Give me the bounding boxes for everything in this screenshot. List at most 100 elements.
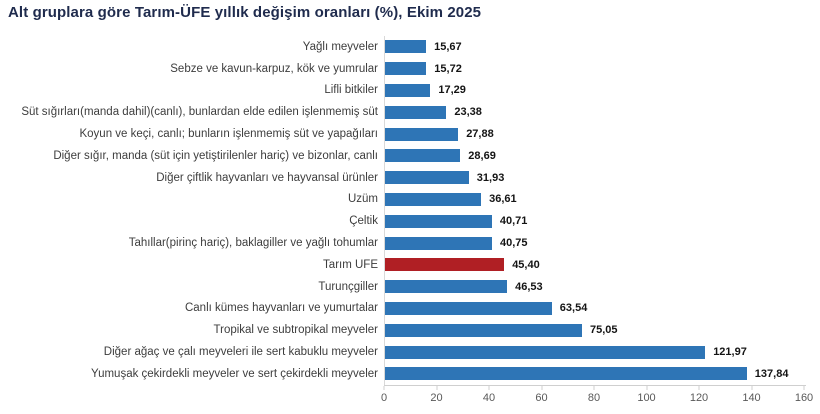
bar[interactable] bbox=[385, 345, 706, 359]
category-label: Yağlı meyveler bbox=[302, 40, 378, 53]
bar-row: Yumuşak çekirdekli meyveler ve sert çeki… bbox=[0, 362, 820, 385]
category-label: Sebze ve kavun-karpuz, kök ve yumrular bbox=[170, 62, 378, 75]
bar[interactable] bbox=[385, 105, 447, 119]
x-axis-tick-mark bbox=[488, 386, 490, 390]
plot-cell: 46,53 bbox=[384, 275, 820, 298]
x-axis-tick-mark bbox=[436, 386, 437, 390]
value-label: 36,61 bbox=[489, 193, 517, 206]
category-label: Diğer ağaç ve çalı meyveleri ile sert ka… bbox=[103, 346, 378, 359]
value-label: 40,75 bbox=[500, 237, 528, 250]
category-label: Süt sığırları(manda dahil)(canlı), bunla… bbox=[21, 106, 378, 119]
category-label: Diğer çiftlik hayvanları ve hayvansal ür… bbox=[156, 171, 378, 184]
bar-rows: Yağlı meyveler 15,67 Sebze ve kavun-karp… bbox=[0, 36, 820, 385]
x-axis-tick-label: 80 bbox=[587, 392, 601, 404]
bar-row: Koyun ve keçi, canlı; bunların işlenmemi… bbox=[0, 123, 820, 145]
bar-row: Tropikal ve subtropikal meyveler 75,05 bbox=[0, 319, 820, 342]
category-label: Tropikal ve subtropikal meyveler bbox=[213, 324, 378, 337]
x-axis-tick-mark bbox=[593, 386, 595, 390]
bar-row: Canlı kümes hayvanları ve yumurtalar 63,… bbox=[0, 297, 820, 320]
bar[interactable] bbox=[385, 171, 469, 185]
value-label: 15,67 bbox=[434, 40, 462, 53]
value-label: 27,88 bbox=[466, 128, 494, 141]
plot-cell: 31,93 bbox=[384, 166, 820, 189]
bar-row: Diğer ağaç ve çalı meyveleri ile sert ka… bbox=[0, 341, 820, 363]
category-label: Diğer sığır, manda (süt için yetiştirile… bbox=[53, 149, 378, 162]
x-axis-tick-label: 0 bbox=[380, 392, 388, 404]
value-label: 28,69 bbox=[468, 149, 496, 162]
value-label: 63,54 bbox=[559, 302, 588, 315]
plot-cell: 15,67 bbox=[384, 36, 820, 58]
x-axis-tick-mark bbox=[541, 386, 542, 390]
bar-row: Turunçgiller 46,53 bbox=[0, 275, 820, 298]
x-axis-tick-mark bbox=[698, 386, 700, 390]
plot-cell: 17,29 bbox=[384, 79, 820, 102]
category-label: Tahıllar(pirinç hariç), baklagiller ve y… bbox=[128, 237, 378, 250]
bar[interactable] bbox=[385, 236, 492, 250]
bar[interactable] bbox=[385, 192, 482, 206]
plot-cell: 75,05 bbox=[384, 319, 820, 342]
bar-row: Diğer sığır, manda (süt için yetiştirile… bbox=[0, 144, 820, 167]
x-axis-tick-mark bbox=[646, 386, 647, 390]
bar[interactable] bbox=[385, 40, 427, 54]
plot-cell: 36,61 bbox=[384, 188, 820, 211]
category-label: Üzüm bbox=[347, 193, 378, 206]
bar[interactable] bbox=[385, 214, 492, 228]
bar-row: Çeltik 40,71 bbox=[0, 210, 820, 233]
category-label: Yumuşak çekirdekli meyveler ve sert çeki… bbox=[91, 367, 378, 380]
bar[interactable] bbox=[385, 301, 552, 315]
bar[interactable] bbox=[385, 149, 461, 163]
bar-row: Diğer çiftlik hayvanları ve hayvansal ür… bbox=[0, 166, 820, 189]
value-label: 75,05 bbox=[590, 324, 618, 337]
value-label: 17,29 bbox=[438, 84, 466, 97]
x-axis-tick-label: 140 bbox=[742, 392, 761, 404]
value-label: 31,93 bbox=[476, 171, 505, 184]
bar-row: Süt sığırları(manda dahil)(canlı), bunla… bbox=[0, 101, 820, 124]
plot-cell: 23,38 bbox=[384, 101, 820, 124]
value-label: 23,38 bbox=[454, 106, 482, 119]
value-label: 137,84 bbox=[754, 367, 789, 380]
value-label: 121,97 bbox=[713, 346, 747, 359]
plot-cell: 40,71 bbox=[384, 210, 820, 233]
category-label: Lifli bitkiler bbox=[324, 84, 378, 97]
bar-row: Tahıllar(pirinç hariç), baklagiller ve y… bbox=[0, 232, 820, 254]
x-axis-tick-label: 160 bbox=[794, 392, 814, 404]
category-label: Koyun ve keçi, canlı; bunların işlenmemi… bbox=[79, 128, 378, 141]
plot-cell: 45,40 bbox=[384, 253, 820, 276]
bar-row: Tarım ÜFE 45,40 bbox=[0, 253, 820, 276]
x-axis-tick-mark bbox=[751, 386, 752, 390]
plot-cell: 27,88 bbox=[384, 123, 820, 145]
chart-title: Alt gruplara göre Tarım-ÜFE yıllık değiş… bbox=[8, 4, 482, 21]
value-label: 45,40 bbox=[512, 258, 540, 271]
value-label: 40,71 bbox=[499, 215, 528, 228]
category-label: Canlı kümes hayvanları ve yumurtalar bbox=[184, 302, 378, 315]
bar[interactable] bbox=[385, 127, 459, 141]
x-axis-tick-label: 100 bbox=[637, 392, 656, 404]
plot-cell: 137,84 bbox=[384, 362, 820, 385]
x-axis: 0 20 40 60 80 100 120 140 160 bbox=[380, 385, 813, 410]
bar[interactable] bbox=[385, 258, 505, 272]
bar[interactable] bbox=[385, 367, 747, 381]
bar[interactable] bbox=[385, 62, 427, 76]
value-label: 46,53 bbox=[515, 280, 543, 293]
x-axis-tick-label: 120 bbox=[689, 392, 709, 404]
category-label: Turunçgiller bbox=[318, 280, 378, 293]
x-axis-tick-label: 20 bbox=[430, 392, 443, 404]
bar-row: Sebze ve kavun-karpuz, kök ve yumrular 1… bbox=[0, 57, 820, 80]
plot-cell: 28,69 bbox=[384, 144, 820, 167]
bar[interactable] bbox=[385, 280, 508, 294]
bar[interactable] bbox=[385, 83, 431, 97]
x-axis-tick-label: 60 bbox=[535, 392, 548, 404]
bar-row: Yağlı meyveler 15,67 bbox=[0, 36, 820, 58]
x-axis-tick-mark bbox=[803, 386, 805, 390]
bar[interactable] bbox=[385, 323, 582, 337]
x-axis-tick-mark bbox=[383, 386, 385, 390]
category-label: Çeltik bbox=[349, 215, 378, 228]
plot-cell: 15,72 bbox=[384, 57, 820, 80]
bar-row: Lifli bitkiler 17,29 bbox=[0, 79, 820, 102]
value-label: 15,72 bbox=[434, 62, 462, 75]
x-axis-tick-label: 40 bbox=[482, 392, 496, 404]
category-label: Tarım ÜFE bbox=[323, 258, 378, 271]
plot-cell: 121,97 bbox=[384, 341, 820, 363]
plot-cell: 63,54 bbox=[384, 297, 820, 320]
